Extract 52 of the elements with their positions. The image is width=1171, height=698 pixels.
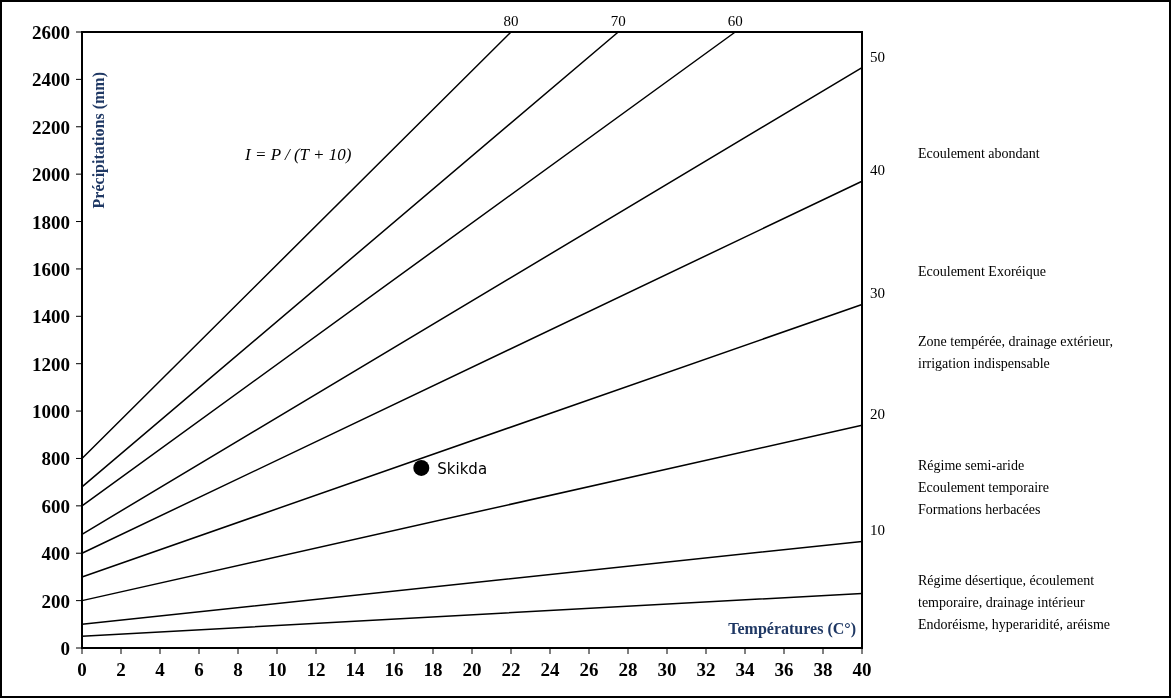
text: Ecoulement Exoréique — [918, 264, 1046, 279]
series-label: Skikda — [437, 459, 488, 478]
x-tick-label: 24 — [540, 659, 560, 680]
x-tick-label: 0 — [77, 659, 87, 680]
y-tick-label: 1000 — [32, 401, 70, 423]
y-tick-label: 2200 — [32, 116, 70, 138]
series-label: 20 — [870, 406, 885, 423]
x-tick-label: 4 — [155, 659, 166, 680]
x-tick-label: 8 — [233, 659, 243, 680]
y-tick-label: 0 — [60, 638, 70, 659]
x-tick-label: 26 — [579, 659, 599, 680]
series-label: 60 — [727, 13, 743, 29]
y-tick-label: 2400 — [32, 69, 70, 91]
x-tick-label: 38 — [813, 659, 833, 680]
x-axis-title: Températures (C°) — [728, 620, 856, 638]
series-label: 80 — [503, 13, 519, 29]
y-tick-label: 200 — [41, 590, 70, 612]
x-tick-label: 40 — [852, 659, 872, 680]
series-label: 30 — [870, 285, 885, 302]
y-tick-label: 600 — [41, 495, 70, 517]
x-tick-label: 6 — [194, 659, 204, 680]
y-tick-label: 1200 — [32, 353, 70, 375]
text: Régime semi-aride Ecoulement temporaire Formations herbacées — [918, 458, 1049, 517]
y-tick-label: 1800 — [32, 211, 70, 233]
series-label: 50 — [870, 48, 885, 65]
x-tick-label: 30 — [657, 659, 677, 680]
x-tick-label: 10 — [267, 659, 287, 680]
x-tick-label: 20 — [462, 659, 482, 680]
y-tick-label: 2600 — [32, 22, 70, 43]
series-label: 70 — [610, 13, 626, 29]
x-tick-label: 28 — [618, 659, 638, 680]
y-tick-label: 800 — [41, 448, 70, 470]
y-axis-title: Précipitations (mm) — [90, 72, 108, 209]
x-tick-label: 2 — [116, 659, 126, 680]
y-tick-label: 1400 — [32, 306, 70, 328]
series-label: 10 — [870, 522, 885, 539]
y-tick-label: 400 — [41, 543, 70, 565]
x-tick-label: 16 — [384, 659, 404, 680]
x-tick-label: 36 — [774, 659, 794, 680]
annotation: I = P / (T + 10) — [244, 145, 352, 164]
x-tick-label: 32 — [696, 659, 716, 680]
text: Zone tempérée, drainage extérieur, irrigation indispensable — [918, 334, 1113, 371]
text: Régime désertique, écoulement temporaire, drainage intérieur Endoréisme, hyperaridité, aréisme — [918, 573, 1111, 632]
x-tick-label: 22 — [501, 659, 521, 680]
text: Ecoulement abondant — [918, 146, 1040, 161]
x-tick-label: 18 — [423, 659, 443, 680]
x-tick-label: 34 — [735, 659, 755, 680]
x-tick-label: 14 — [345, 659, 365, 680]
y-tick-label: 1600 — [32, 258, 70, 280]
y-tick-label: 2000 — [32, 164, 70, 186]
x-tick-label: 12 — [306, 659, 326, 680]
series-label: 40 — [870, 162, 885, 179]
